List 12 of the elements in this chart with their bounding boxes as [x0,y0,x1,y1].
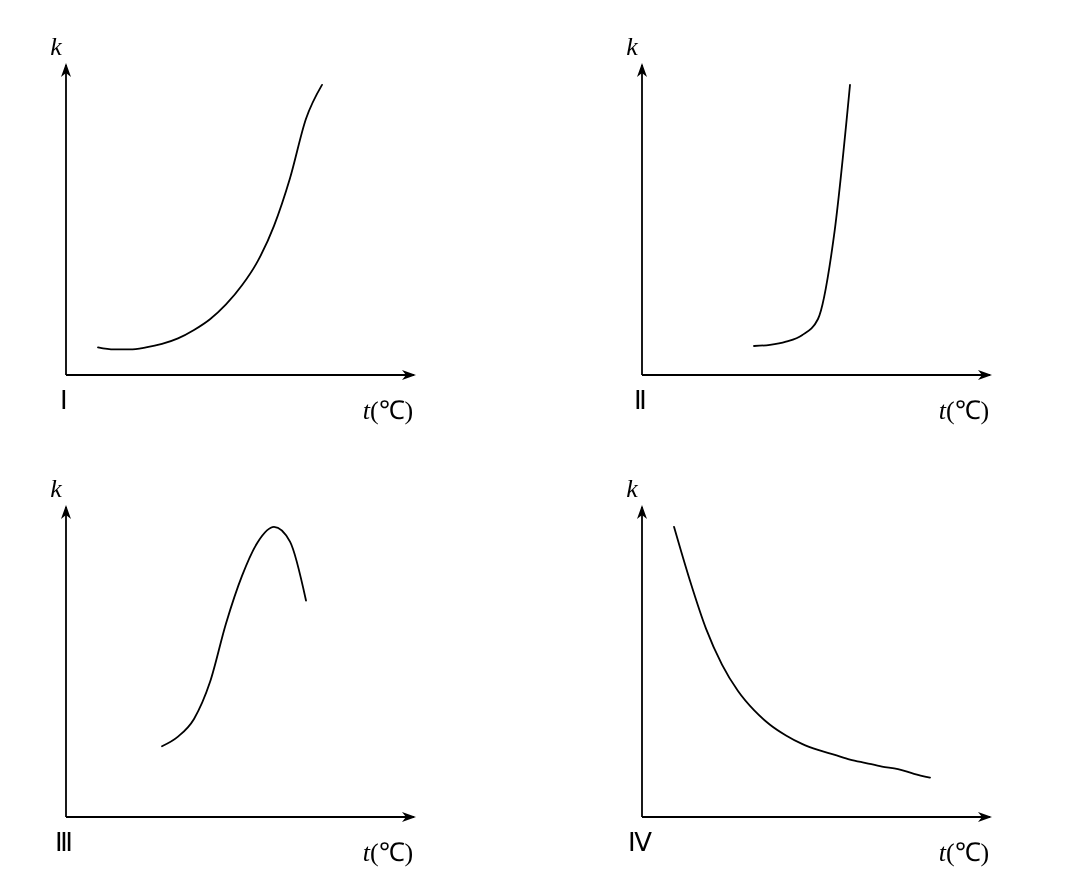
text: Ⅳ [628,828,652,857]
x-axis-title: t(℃) [362,396,414,425]
x-axis-title: t(℃) [938,396,990,425]
text: Ⅰ [60,386,68,415]
x-axis-title: t(℃) [938,838,990,867]
text: Ⅲ [55,828,73,857]
x-axis-title: t(℃) [362,838,414,867]
y-axis-title: k [50,32,63,61]
y-axis-title: k [626,474,639,503]
text: Ⅱ [633,386,647,415]
y-axis-title: k [626,32,639,61]
y-axis-title: k [50,474,63,503]
